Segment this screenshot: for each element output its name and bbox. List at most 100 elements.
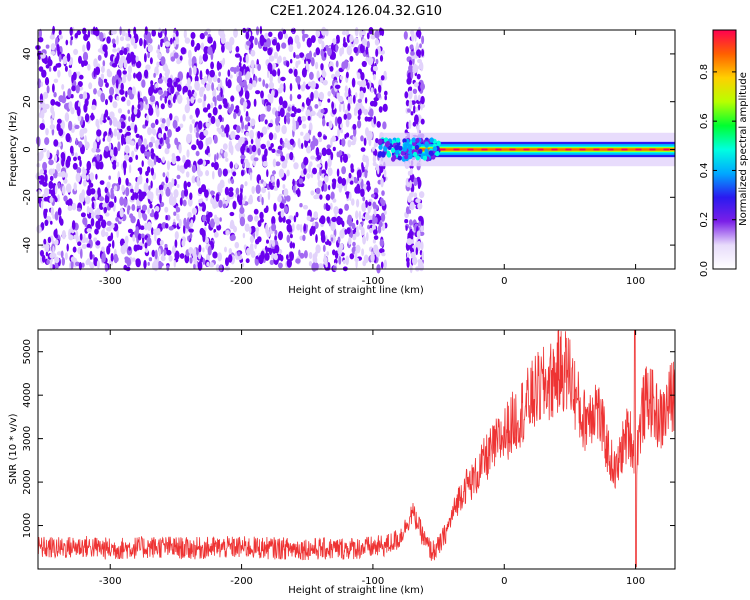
spectrogram-cell	[408, 64, 414, 73]
spectrogram-cell	[379, 248, 385, 254]
spectrogram-cell	[221, 44, 225, 53]
spectrogram-cell	[63, 195, 68, 202]
snr-y-tick-label: 2000	[22, 469, 33, 494]
spectrogram-cell	[128, 156, 133, 163]
signal-blob	[422, 155, 428, 161]
spectrogram-cell	[43, 238, 47, 245]
spectrogram-cell	[363, 108, 369, 116]
spectrogram-cell	[313, 211, 319, 219]
spectrogram-cell	[133, 43, 138, 49]
spectrogram-cell	[176, 184, 180, 188]
spectrogram-x-tick-label: -200	[230, 276, 253, 287]
spectrogram-cell	[286, 169, 290, 177]
spectrogram-cell	[207, 103, 211, 110]
spectrogram-cell	[143, 38, 146, 49]
spectrogram-cell	[244, 195, 247, 200]
spectrogram-cell	[119, 207, 124, 218]
spectrogram-cell	[51, 110, 55, 119]
spectrogram-cell	[329, 66, 334, 72]
spectrogram-cell	[64, 65, 68, 72]
spectrogram-cell	[90, 188, 96, 195]
spectrogram-cell	[220, 132, 226, 138]
spectrogram-cell	[96, 129, 102, 137]
spectrogram-cell	[315, 187, 321, 194]
spectrogram-cell	[229, 223, 235, 230]
spectrogram-cell	[164, 243, 168, 248]
spectrogram-cell	[109, 118, 113, 126]
spectrogram-cell	[40, 81, 44, 87]
spectrogram-cell	[202, 99, 206, 110]
spectrogram-cell	[141, 204, 148, 211]
spectrogram-cell	[317, 180, 323, 188]
spectrogram-cell	[213, 161, 219, 171]
spectrogram-cell	[66, 52, 71, 62]
spectrogram-cell	[352, 134, 357, 144]
spectrogram-cell	[177, 126, 181, 132]
spectrogram-cell	[95, 240, 101, 246]
spectrogram-cell	[215, 193, 220, 202]
spectrogram-cell	[164, 206, 169, 213]
spectrogram-cell	[84, 98, 89, 107]
spectrogram-cell	[384, 95, 388, 101]
spectrogram-cell	[373, 192, 379, 200]
spectrogram-cell	[381, 213, 385, 221]
spectrogram-cell	[293, 215, 297, 223]
spectrogram-cell	[317, 131, 322, 138]
spectrogram-cell	[289, 138, 295, 145]
spectrogram-cell	[372, 155, 377, 163]
spectrogram-cell	[286, 254, 289, 260]
spectrogram-cell	[68, 234, 74, 241]
spectrogram-cell	[105, 145, 109, 152]
spectrogram-y-tick-label: -40	[22, 237, 33, 253]
spectrogram-cell	[86, 205, 90, 215]
spectrogram-cell	[128, 93, 135, 100]
spectrogram-cell	[104, 186, 109, 194]
signal-peak	[481, 148, 488, 151]
spectrogram-cell	[360, 226, 365, 236]
spectrogram-cell	[374, 88, 377, 95]
spectrogram-cell	[87, 63, 91, 71]
spectrogram-cell	[247, 122, 251, 127]
spectrogram-cell	[383, 259, 387, 269]
spectrogram-cell	[319, 194, 323, 200]
spectrogram-cell	[154, 249, 158, 260]
spectrogram-cell	[53, 91, 57, 98]
spectrogram-cell	[287, 106, 291, 112]
spectrogram-cell	[320, 63, 324, 71]
spectrogram-cell	[47, 59, 53, 67]
spectrogram-cell	[75, 172, 81, 183]
spectrogram-cell	[68, 120, 73, 131]
spectrogram-cell	[138, 245, 143, 250]
spectrogram-cell	[325, 108, 328, 114]
spectrogram-cell	[207, 46, 213, 55]
spectrogram-cell	[212, 199, 216, 205]
spectrogram-cell	[153, 72, 156, 78]
spectrogram-cell	[135, 181, 140, 188]
spectrogram-cell	[77, 241, 82, 246]
spectrogram-cell	[412, 63, 418, 74]
spectrogram-cell	[270, 55, 274, 61]
spectrogram-cell	[351, 222, 356, 229]
spectrogram-cell	[292, 184, 296, 193]
spectrogram-cell	[273, 132, 277, 141]
spectrogram-cell	[372, 239, 376, 244]
spectrogram-cell	[244, 140, 249, 145]
spectrogram-cell	[44, 219, 49, 226]
spectrogram-cell	[303, 168, 307, 175]
spectrogram-cell	[356, 169, 362, 178]
spectrogram-cell	[210, 61, 215, 70]
spectrogram-cell	[222, 57, 226, 66]
signal-peak	[453, 148, 460, 151]
spectrogram-cell	[380, 75, 385, 81]
spectrogram-cell	[268, 31, 273, 37]
spectrogram-cell	[83, 179, 87, 187]
spectrogram-cell	[85, 195, 91, 205]
spectrogram-cell	[325, 262, 328, 268]
spectrogram-cell	[310, 190, 315, 196]
spectrogram-cell	[177, 94, 183, 104]
spectrogram-cell	[373, 244, 379, 254]
signal-blob	[394, 149, 400, 155]
spectrogram-cell	[173, 81, 178, 88]
spectrogram-cell	[252, 80, 257, 88]
spectrogram-cell	[90, 112, 94, 121]
